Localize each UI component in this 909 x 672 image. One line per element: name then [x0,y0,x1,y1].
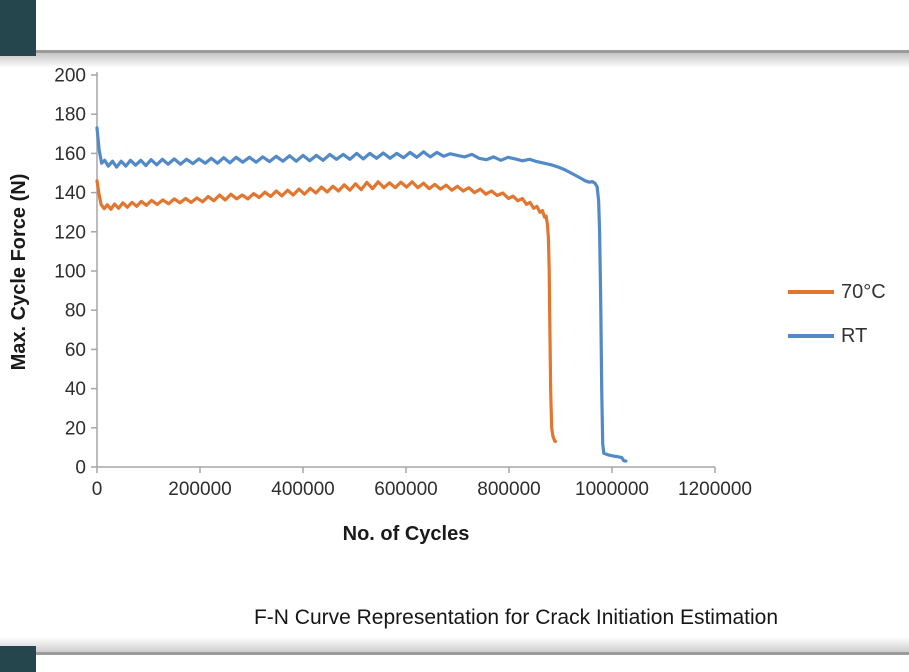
corner-accent-top-left [0,0,36,56]
y-tick-label: 160 [54,144,86,165]
x-axis-title: No. of Cycles [342,523,470,545]
x-tick-label: 1000000 [575,479,649,500]
legend-swatch-70c [788,290,834,294]
y-tick-label: 100 [54,262,86,283]
x-tick-label: 200000 [168,479,231,500]
figure-caption: F-N Curve Representation for Crack Initi… [253,606,779,629]
y-tick-label: 20 [65,418,86,439]
y-tick-label: 140 [54,183,86,204]
y-tick-label: 200 [54,66,86,87]
legend: 70°C RT [788,280,886,347]
x-tick-label: 1200000 [678,479,752,500]
bottom-rule [0,652,909,655]
x-tick-label: 800000 [477,479,540,500]
corner-accent-bottom-left [0,646,36,672]
y-tick-label: 120 [54,222,86,243]
top-rule [0,50,909,53]
y-tick-label: 0 [75,458,86,479]
legend-item-rt: RT [788,324,886,347]
series-line-RT [95,126,628,463]
y-axis-title: Max. Cycle Force (N) [8,173,30,371]
y-tick-label: 80 [65,301,86,322]
legend-label-rt: RT [841,324,868,347]
x-tick-label: 400000 [271,479,334,500]
top-rule-shadow [0,53,909,68]
series-line-70°C [95,179,558,444]
legend-item-70c: 70°C [788,280,886,303]
y-tick-label: 180 [54,105,86,126]
x-tick-label: 600000 [374,479,437,500]
y-tick-label: 40 [65,379,86,400]
bottom-rule-shadow [0,637,909,652]
legend-swatch-rt [788,334,834,338]
x-tick-label: 0 [92,479,103,500]
legend-label-70c: 70°C [841,280,886,303]
y-tick-label: 60 [65,340,86,361]
